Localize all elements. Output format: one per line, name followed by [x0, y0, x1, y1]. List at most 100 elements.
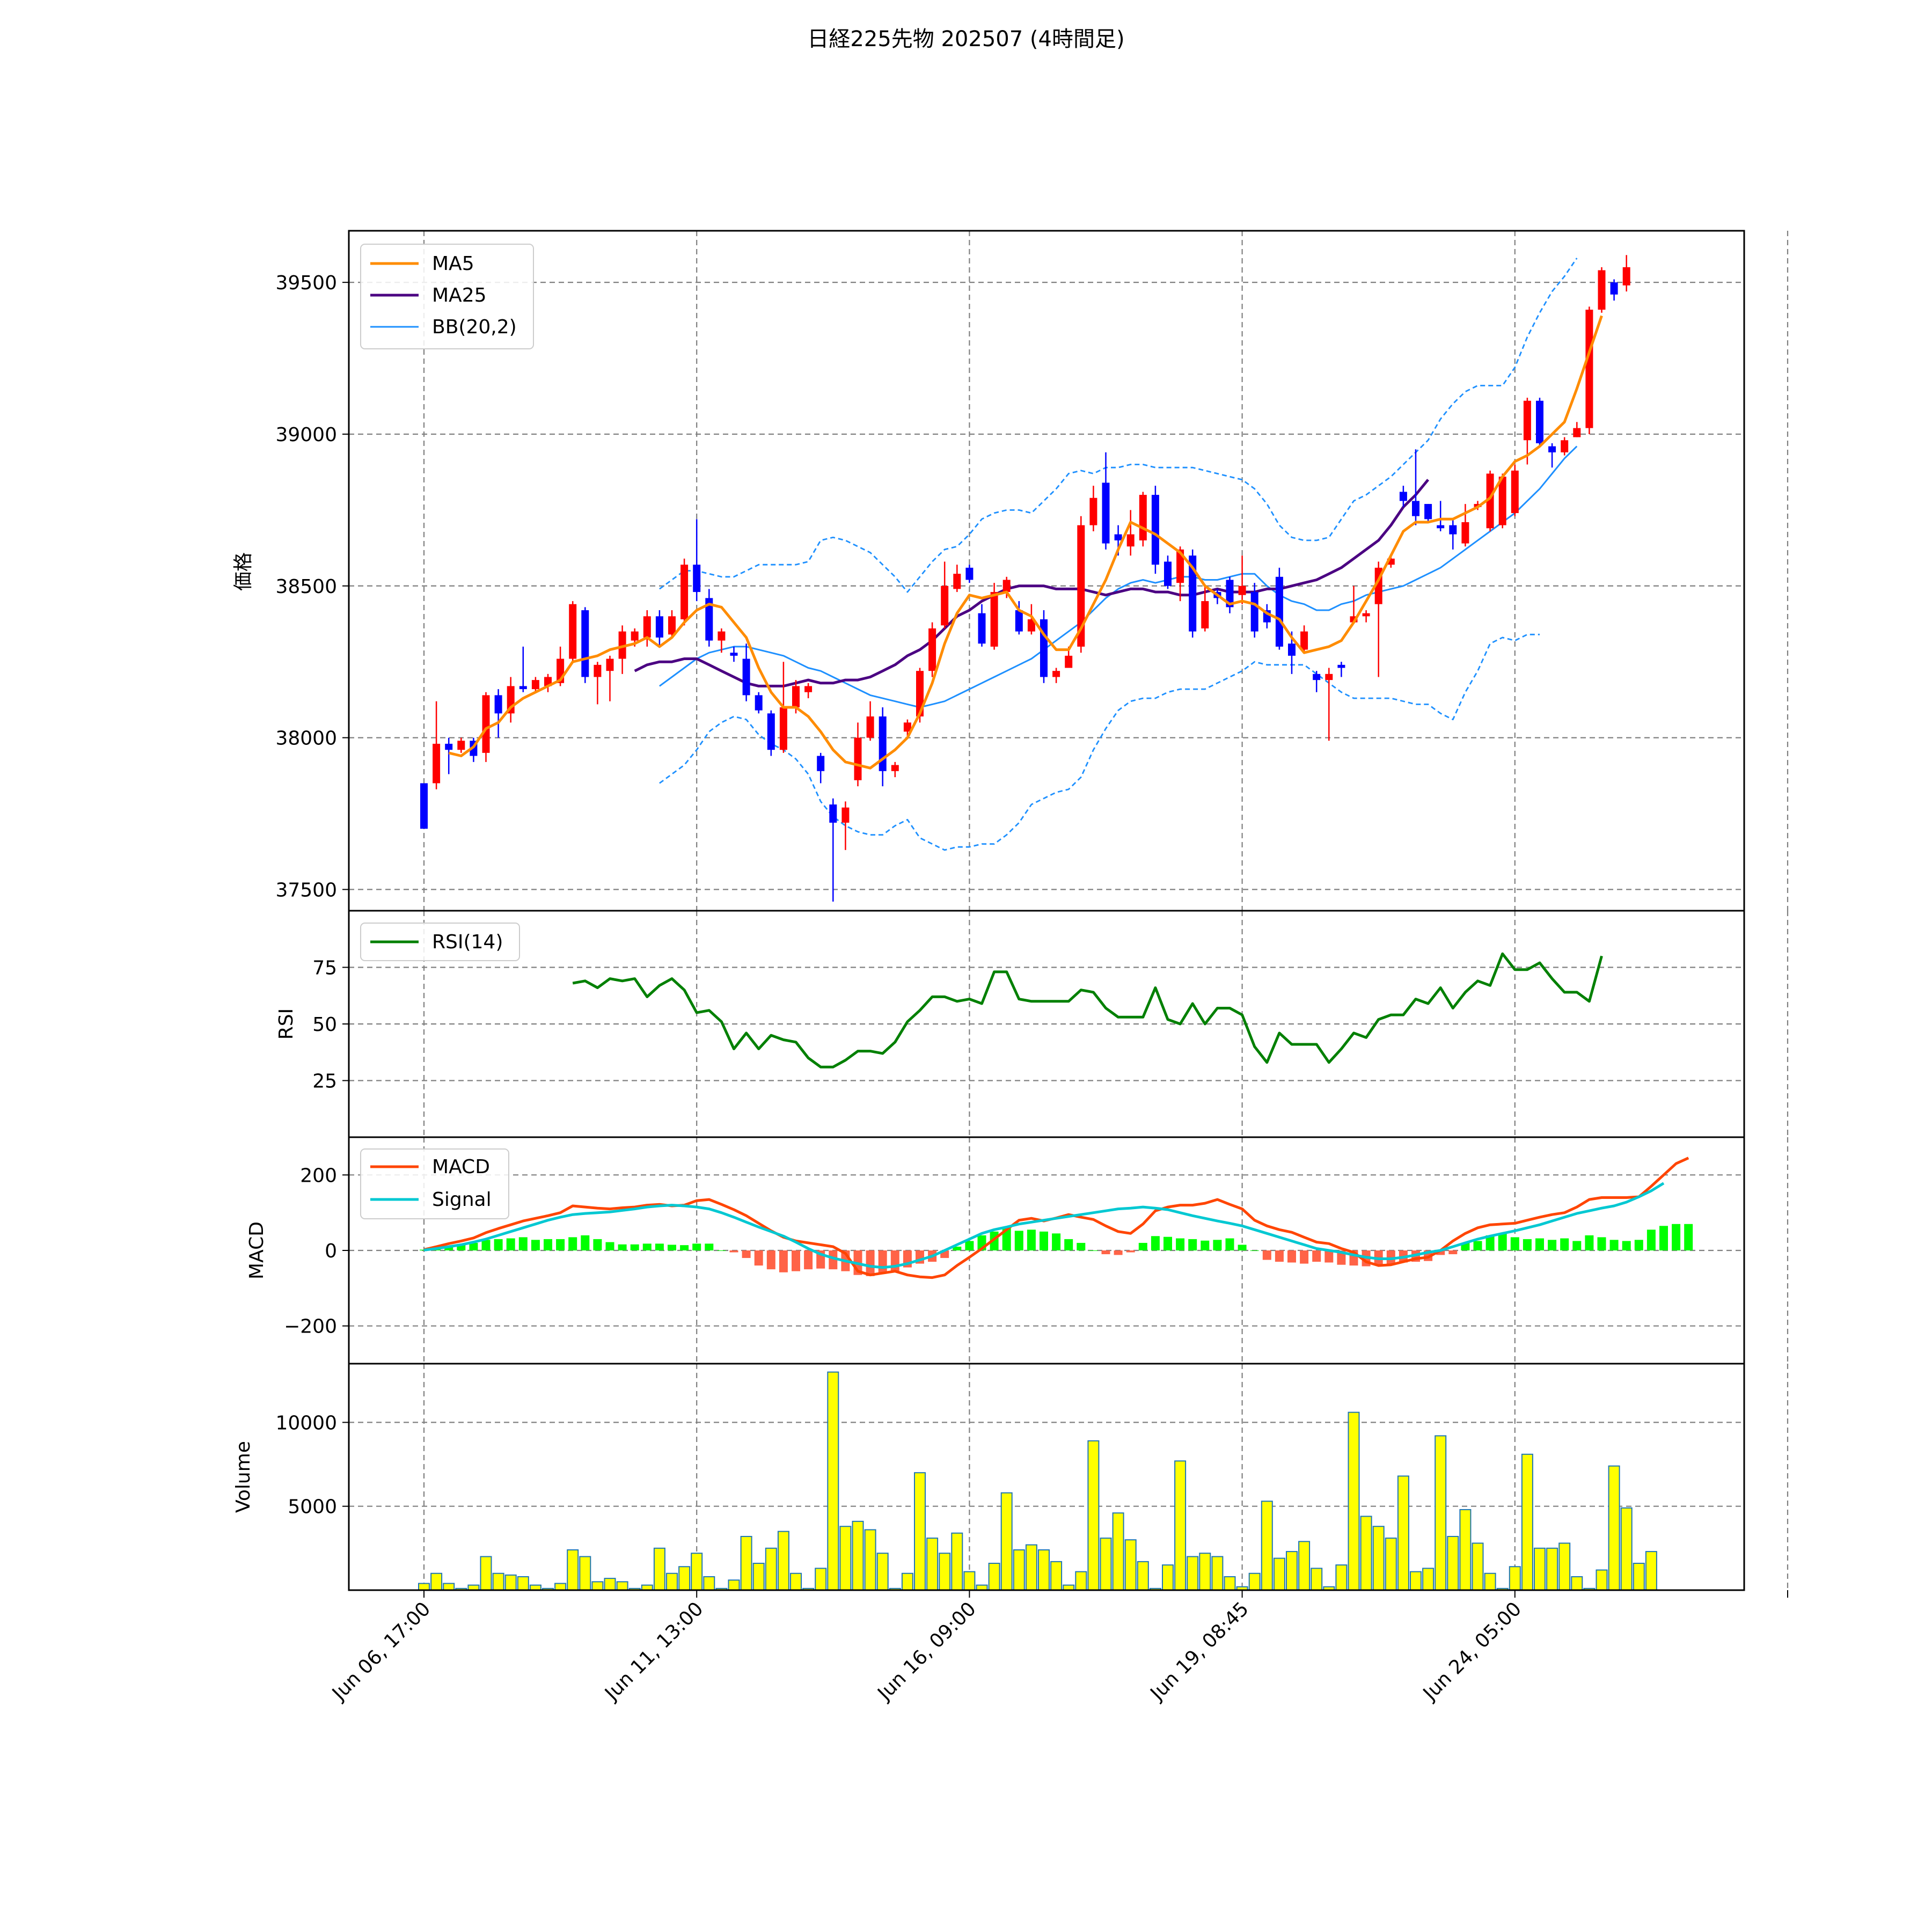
macd-histogram-bar [1609, 1240, 1619, 1250]
macd-histogram-bar [705, 1243, 714, 1250]
volume-bar [1286, 1551, 1298, 1591]
volume-bar [1137, 1561, 1149, 1591]
macd-histogram-bar [668, 1245, 676, 1250]
candle-body [1622, 267, 1630, 286]
macd-histogram-bar [1572, 1241, 1582, 1250]
candle-body [531, 680, 539, 690]
macd-histogram-bar [1138, 1242, 1147, 1250]
volume-bar [1298, 1541, 1311, 1591]
macd-histogram-bar [692, 1243, 701, 1250]
macd-histogram-bar [655, 1243, 664, 1250]
macd-histogram-bar [1535, 1238, 1544, 1250]
macd-histogram-bar [792, 1250, 800, 1271]
volume-bar [616, 1581, 628, 1591]
candle-body [482, 695, 490, 753]
candle-body [903, 722, 911, 732]
volume-bar [1162, 1564, 1174, 1591]
volume-panel-frame [348, 1363, 1745, 1591]
volume-bar [1261, 1501, 1273, 1591]
volume-bar [443, 1583, 455, 1591]
volume-bar [1013, 1549, 1025, 1591]
volume-bar [492, 1572, 504, 1591]
macd-histogram-bar [890, 1250, 899, 1271]
volume-bar [1558, 1542, 1571, 1591]
volume-bar [480, 1556, 492, 1591]
volume-bar [963, 1571, 976, 1591]
macd-histogram-bar [1114, 1250, 1123, 1255]
macd-histogram-bar [1201, 1240, 1210, 1250]
volume-bar [1608, 1465, 1620, 1591]
macd-ytick-label: −200 [284, 1316, 337, 1338]
candle-body [879, 716, 887, 771]
macd-histogram-bar [1498, 1233, 1507, 1250]
volume-bar [1521, 1453, 1533, 1591]
volume-bar [554, 1583, 567, 1591]
volume-panel: 5000 10000 Volume [232, 1363, 1789, 1591]
volume-bar [1534, 1547, 1546, 1591]
candle-body [1561, 440, 1569, 452]
macd-histogram-bar [1027, 1230, 1036, 1250]
legend-ma25-label: MA25 [432, 284, 487, 306]
candle-body [420, 783, 428, 829]
macd-histogram-bar [568, 1237, 577, 1250]
volume-bar [740, 1535, 752, 1591]
legend-rsi-label: RSI(14) [432, 931, 503, 953]
macd-histogram-bar [1014, 1231, 1023, 1250]
candle-body [655, 616, 663, 638]
volume-bar [703, 1576, 715, 1591]
macd-histogram-bar [1002, 1227, 1011, 1250]
volume-bar [777, 1531, 789, 1591]
macd-histogram-bar [1250, 1250, 1259, 1251]
price-ylabel: 価格 [232, 552, 254, 591]
macd-histogram-bar [469, 1242, 478, 1250]
candle-body [1536, 400, 1543, 443]
volume-bar [1385, 1538, 1397, 1591]
candle-body [779, 707, 787, 750]
volume-bar [604, 1578, 616, 1591]
macd-histogram-bar [866, 1250, 875, 1276]
macd-histogram-bar [1262, 1250, 1271, 1260]
candle-body [1325, 674, 1333, 680]
price-ytick-label: 37500 [275, 879, 337, 901]
volume-bar [876, 1553, 889, 1591]
candle-body [594, 664, 602, 677]
candle-body [953, 574, 961, 589]
volume-bar [752, 1562, 765, 1591]
macd-histogram-bar [581, 1235, 590, 1250]
candle-body [1498, 477, 1506, 525]
macd-histogram-bar [1646, 1230, 1656, 1250]
volume-bar [1050, 1561, 1063, 1591]
volume-bar [1112, 1512, 1124, 1591]
macd-ylabel: MACD [246, 1221, 268, 1279]
candle-body [1139, 495, 1147, 540]
macd-histogram-bar [1089, 1250, 1098, 1251]
candle-body [1610, 282, 1618, 295]
volume-bar [988, 1562, 1000, 1591]
volume-bar [678, 1566, 691, 1591]
volume-bar [1459, 1509, 1472, 1591]
rsi-ytick-label: 25 [312, 1071, 337, 1093]
volume-bar [1000, 1492, 1013, 1591]
volume-bar [591, 1581, 604, 1591]
macd-histogram-bar [1077, 1242, 1086, 1250]
macd-histogram-bar [1560, 1238, 1569, 1250]
candle-body [1313, 674, 1321, 680]
candle-body [693, 565, 701, 592]
candle-body [1151, 495, 1159, 565]
volume-bar [790, 1572, 802, 1591]
macd-histogram-bar [630, 1244, 639, 1250]
volume-bar [1509, 1566, 1521, 1591]
candle-body [1002, 580, 1011, 592]
candle-body [742, 658, 750, 696]
macd-histogram-bar [1052, 1233, 1061, 1250]
rsi-ylabel: RSI [275, 1008, 297, 1040]
candle-body [1201, 601, 1209, 628]
macd-histogram-bar [1622, 1241, 1631, 1250]
macd-histogram-bar [1523, 1239, 1532, 1250]
macd-histogram-bar [1312, 1250, 1321, 1262]
candle-body [866, 716, 874, 738]
macd-histogram-bar [1510, 1237, 1519, 1250]
volume-bar [1311, 1568, 1323, 1591]
candle-body [928, 628, 936, 671]
candle-body [1511, 470, 1519, 514]
